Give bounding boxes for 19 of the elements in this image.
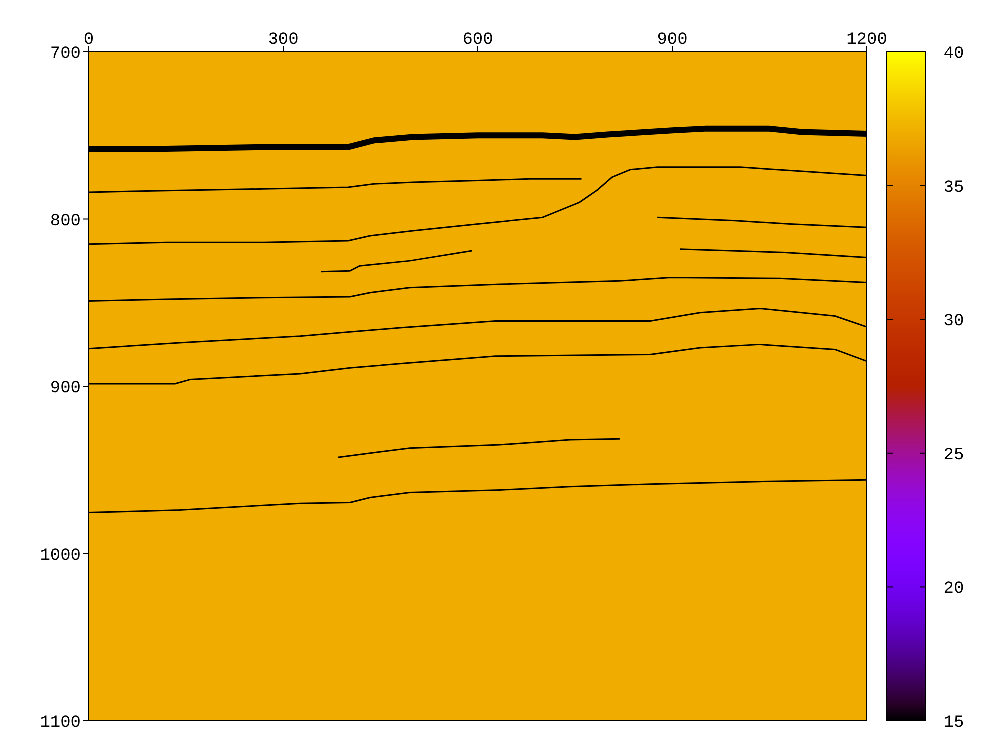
color-bar-label: 20 bbox=[944, 580, 964, 600]
y-tick-label: 1100 bbox=[40, 714, 81, 734]
x-tick-label: 1200 bbox=[846, 31, 888, 50]
y-tick-label: 900 bbox=[50, 380, 81, 399]
color-bar-label: 30 bbox=[944, 312, 964, 332]
color-bar-label: 15 bbox=[944, 714, 964, 733]
line-series bbox=[337, 438, 621, 458]
color-bar-label: 35 bbox=[944, 178, 964, 198]
y-tick-label: 1000 bbox=[40, 546, 81, 566]
color-bar-label: 25 bbox=[944, 446, 964, 466]
x-tick-label: 900 bbox=[657, 31, 688, 50]
y-tick-label: 800 bbox=[50, 212, 81, 232]
x-tick-label: 600 bbox=[462, 31, 494, 50]
y-tick-label: 700 bbox=[50, 45, 81, 64]
x-tick-label: 0 bbox=[84, 31, 94, 50]
colour-scale: 15 20 25 30 35 40 bbox=[886, 44, 964, 733]
color-bar-label: 40 bbox=[944, 44, 964, 64]
line-series bbox=[320, 250, 473, 273]
x-tick-label: 300 bbox=[268, 31, 299, 50]
